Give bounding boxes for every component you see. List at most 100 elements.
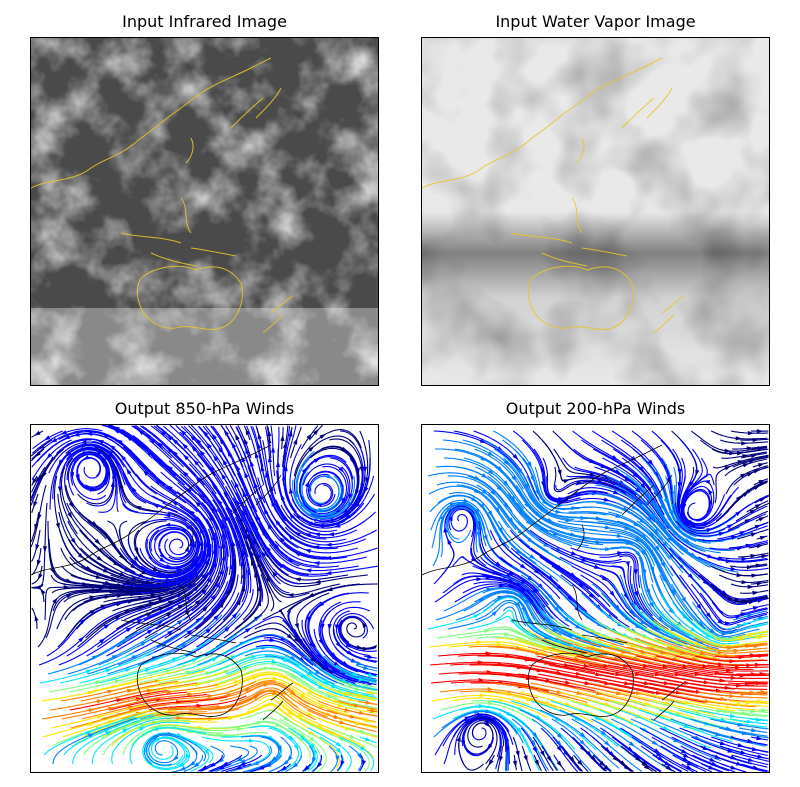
streamline-arrow — [271, 570, 278, 577]
streamline-arrow — [651, 626, 659, 631]
streamline — [293, 429, 362, 477]
streamline-arrow — [46, 453, 53, 460]
streamline-arrow — [624, 681, 631, 686]
streamline-arrow — [75, 473, 80, 481]
streamline-arrow — [754, 503, 762, 509]
streamline-arrow — [289, 690, 297, 696]
streamline-arrow — [515, 548, 523, 555]
streamline-arrow — [735, 761, 743, 766]
streamline-arrow — [555, 509, 562, 514]
streamline-arrow — [192, 657, 199, 663]
streamline-arrow — [337, 703, 345, 708]
streamline-arrow — [286, 633, 293, 640]
streamline-arrow — [584, 681, 592, 686]
streamline-arrow — [578, 582, 585, 588]
streamline-arrow — [742, 622, 750, 627]
streamline-arrow — [737, 722, 744, 727]
streamline-arrow — [282, 759, 289, 766]
streamline-arrow — [348, 697, 355, 702]
streamline-arrow — [683, 753, 690, 758]
streamline-arrow — [196, 703, 203, 708]
streamline-arrow — [628, 741, 636, 747]
streamline-arrow — [318, 684, 325, 690]
streamline-arrow — [681, 749, 688, 754]
streamline-arrow — [189, 434, 196, 441]
streamline-arrow — [236, 727, 244, 732]
streamline-arrow — [114, 615, 122, 620]
streamline-arrow — [708, 765, 715, 770]
coastline — [180, 524, 194, 621]
streamline-arrow — [341, 678, 348, 683]
streamline-arrow — [184, 524, 191, 530]
streamline-arrow — [252, 676, 259, 680]
streamline-arrow — [724, 621, 732, 626]
streamline-arrow — [735, 615, 742, 620]
streamline-arrow — [719, 741, 727, 746]
streamline-arrow — [139, 726, 146, 732]
streamline-arrow — [449, 502, 457, 507]
streamline-arrow — [752, 765, 760, 770]
streamline-arrow — [440, 513, 445, 521]
streamline-arrow — [156, 457, 163, 463]
streamline-arrow — [554, 654, 562, 659]
streamline-arrow — [564, 702, 572, 707]
streamline-arrow — [684, 538, 691, 543]
streamline-arrow — [653, 656, 660, 661]
streamline-arrow — [210, 506, 216, 514]
streamline-arrow — [125, 627, 133, 633]
streamline-arrow — [315, 669, 322, 675]
streamline-arrow — [642, 727, 649, 733]
streamline-arrow — [87, 690, 95, 695]
streamline-arrow — [88, 708, 96, 713]
streamline-arrow — [250, 460, 255, 467]
streamline-arrow — [319, 433, 326, 439]
streamline-arrow — [269, 637, 276, 642]
streamline-arrow — [185, 753, 190, 761]
streamline-arrow — [176, 715, 183, 720]
streamline-arrow — [577, 759, 583, 766]
streamline-arrow — [166, 690, 174, 695]
streamline-arrow — [534, 759, 540, 767]
streamline-arrow — [603, 497, 611, 502]
streamline-arrow — [288, 487, 294, 494]
streamline-arrow — [277, 562, 284, 569]
streamline-arrow — [340, 760, 345, 767]
coastline — [136, 265, 243, 330]
streamline-arrow — [245, 627, 252, 633]
streamline-arrow — [287, 534, 294, 540]
streamline-arrow — [695, 710, 703, 715]
streamline-arrow — [339, 720, 346, 725]
streamline-arrow — [355, 721, 362, 726]
streamline-arrow — [633, 752, 640, 758]
streamline-arrow — [218, 601, 225, 609]
streamline-arrow — [96, 699, 104, 704]
streamline-arrow — [694, 641, 702, 646]
streamline-arrow — [37, 573, 43, 580]
streamline-arrow — [244, 687, 252, 693]
streamline-arrow — [537, 687, 544, 692]
streamline-arrow — [517, 593, 524, 599]
streamline-arrow — [731, 535, 738, 540]
streamline-arrow — [758, 517, 766, 522]
streamline-arrow — [657, 756, 665, 762]
streamline-arrow — [32, 478, 37, 485]
streamline-arrow — [91, 521, 98, 527]
streamline-arrow — [309, 743, 316, 750]
streamline-arrow — [547, 575, 554, 582]
streamline-arrow — [342, 660, 349, 666]
streamline-arrow — [735, 665, 742, 670]
streamline-arrow — [632, 472, 639, 479]
streamline-arrow — [650, 512, 657, 519]
streamline-arrow — [756, 429, 764, 434]
streamline-arrow — [279, 536, 285, 543]
streamline-arrow — [503, 459, 510, 466]
streamline-arrow — [318, 703, 326, 709]
streamline-arrow — [682, 664, 689, 669]
streamline-arrow — [557, 639, 564, 643]
streamline-arrow — [107, 689, 114, 694]
streamline-arrow — [571, 506, 578, 511]
streamline-arrow — [263, 666, 270, 671]
panel-title-200hpa-winds: Output 200-hPa Winds — [505, 399, 686, 418]
streamline-arrow — [464, 716, 471, 721]
streamline-arrow — [739, 637, 746, 642]
